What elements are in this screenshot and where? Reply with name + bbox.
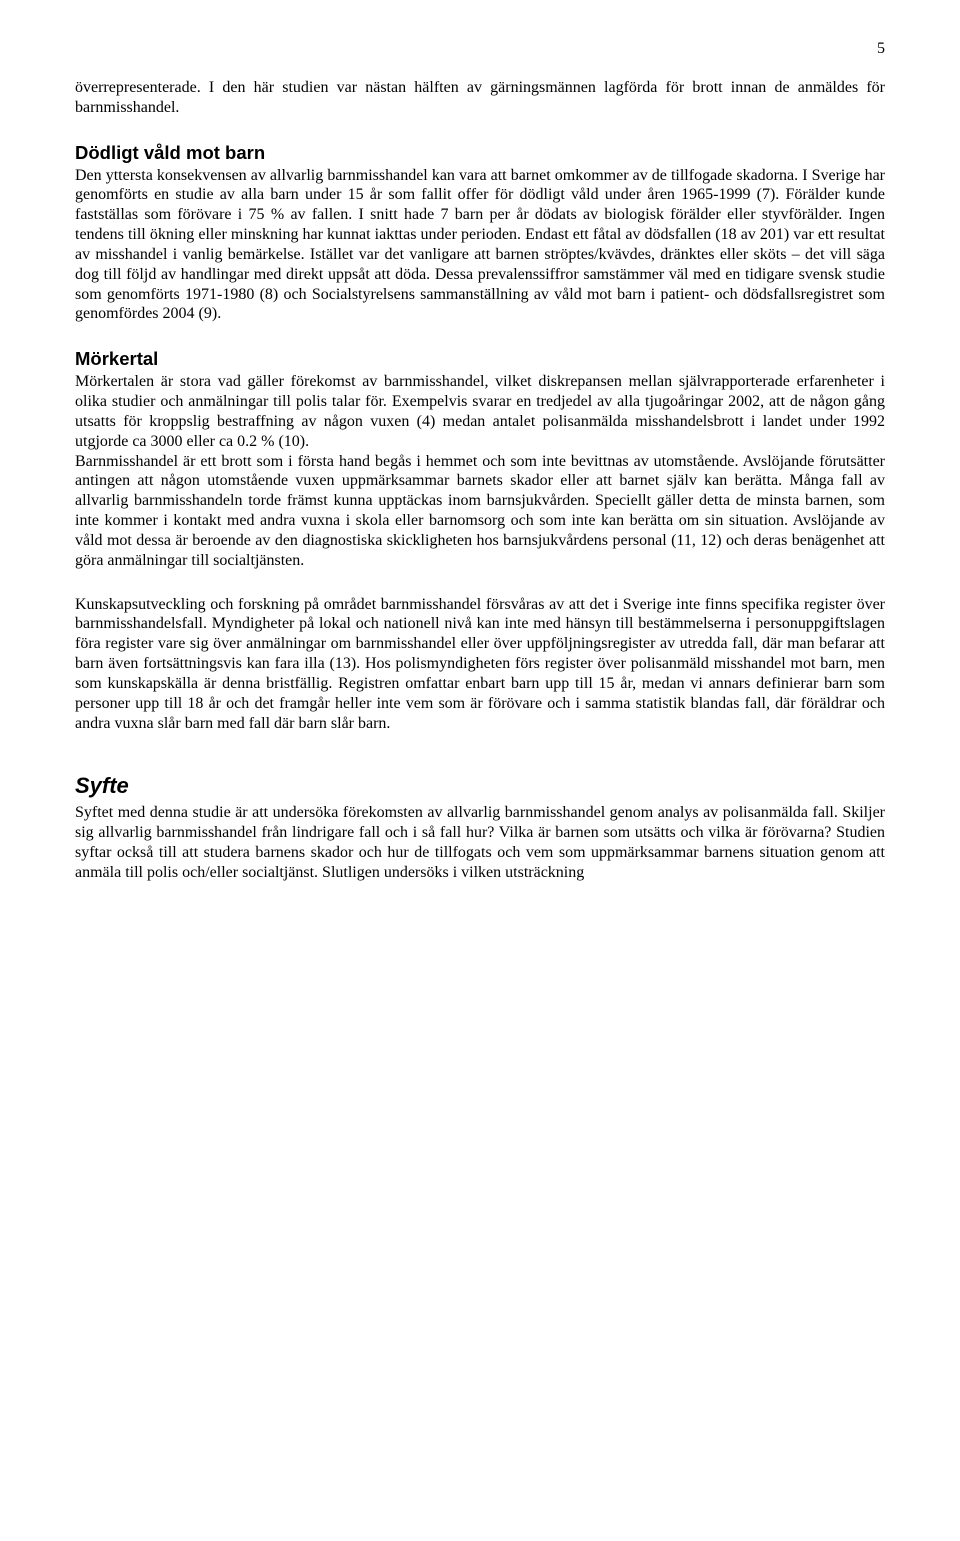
section-dodligt-vald: Dödligt våld mot barn Den yttersta konse… [75, 142, 885, 325]
paragraph: Barnmisshandel är ett brott som i första… [75, 452, 885, 571]
heading-dodligt-vald: Dödligt våld mot barn [75, 142, 885, 164]
section-syfte: Syfte Syftet med denna studie är att und… [75, 773, 885, 882]
heading-morkertal: Mörkertal [75, 348, 885, 370]
page-number: 5 [75, 40, 885, 58]
intro-paragraph: överrepresenterade. I den här studien va… [75, 78, 885, 118]
heading-syfte: Syfte [75, 773, 885, 799]
paragraph: Mörkertalen är stora vad gäller förekoms… [75, 372, 885, 451]
paragraph: Syftet med denna studie är att undersöka… [75, 803, 885, 882]
paragraph: Kunskapsutveckling och forskning på områ… [75, 595, 885, 734]
paragraph: Den yttersta konsekvensen av allvarlig b… [75, 166, 885, 325]
section-morkertal: Mörkertal Mörkertalen är stora vad gälle… [75, 348, 885, 733]
